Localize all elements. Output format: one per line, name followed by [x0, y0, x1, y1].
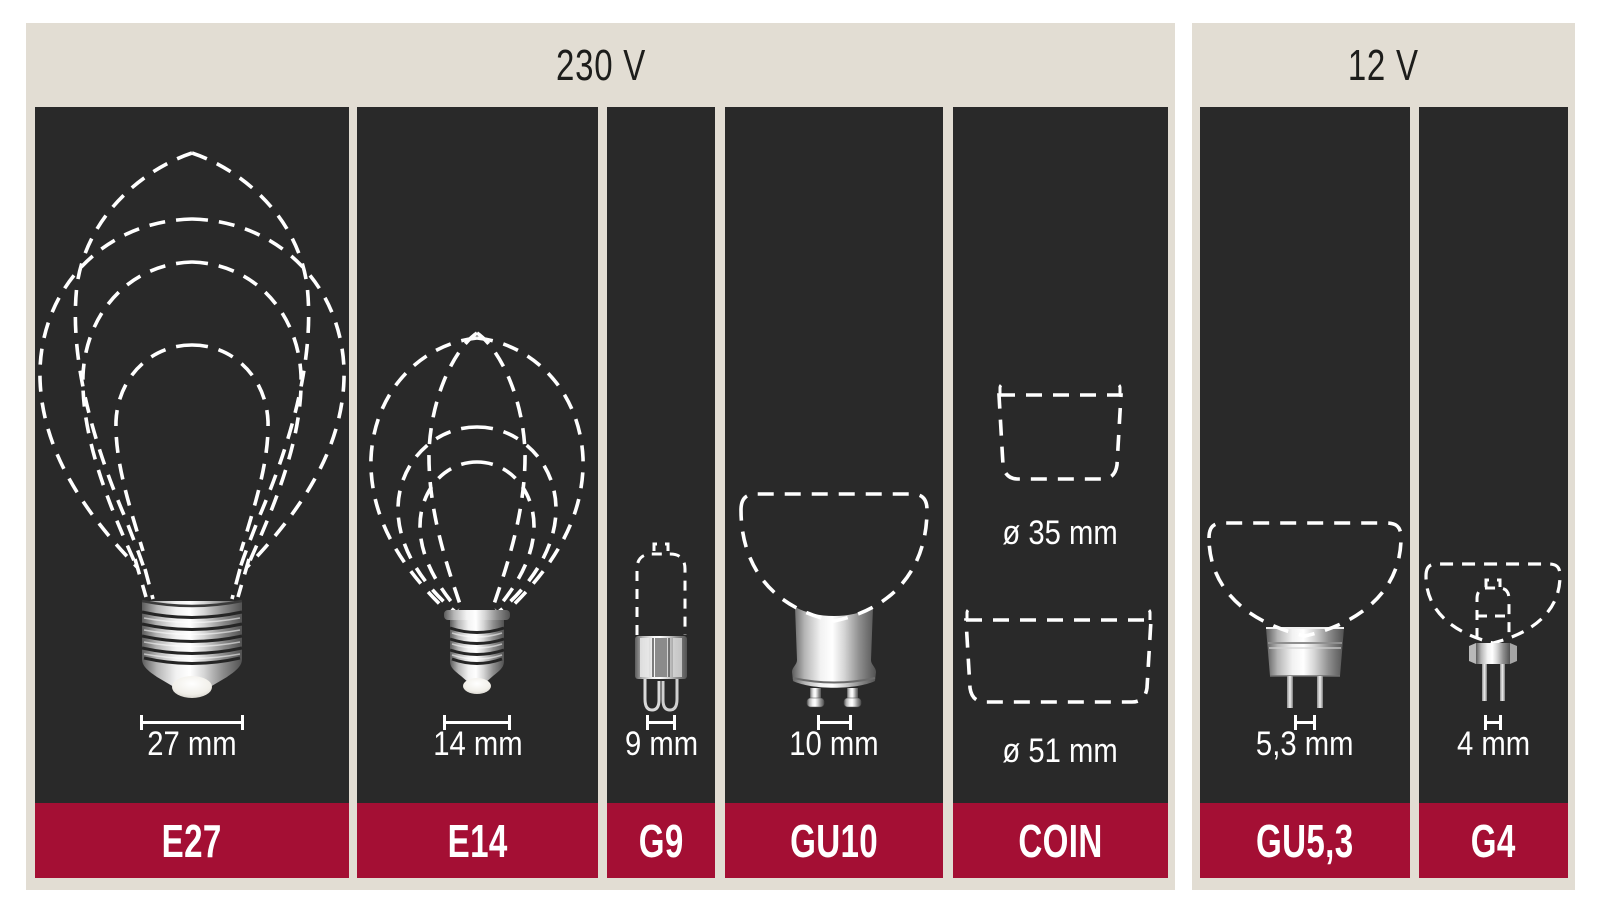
voltage-heading-230v-text: 230 V — [555, 41, 646, 90]
g4-diagram: 4 mm — [1419, 107, 1568, 803]
panel-230v: 230 V — [26, 23, 1175, 890]
coin-35mm-label: ø 35 mm — [1002, 514, 1119, 552]
column-gu53: 5,3 mm GU5,3 — [1200, 107, 1410, 878]
gu10-diagram: 10 mm — [725, 107, 943, 803]
coin-socket-name-banner: COIN — [953, 803, 1168, 878]
column-e27: 27 mm E27 — [35, 107, 349, 878]
column-g9: 9 mm G9 — [607, 107, 715, 878]
e27-measurement-label: 27 mm — [147, 725, 237, 763]
coin-diagram: ø 35 mm ø 51 mm — [953, 107, 1168, 803]
e27-socket-name-banner: E27 — [35, 803, 349, 878]
g4-bipin-base-illustration — [1424, 562, 1562, 701]
voltage-heading-12v: 12 V — [1192, 23, 1575, 109]
gu53-socket-name-banner: GU5,3 — [1200, 803, 1410, 878]
g4-measure-bracket — [1484, 715, 1502, 730]
e27-diagram: 27 mm — [35, 107, 349, 803]
gu10-socket-name-banner: GU10 — [725, 803, 943, 878]
coin-module-illustration — [964, 382, 1153, 704]
gu53-bipin-base-illustration — [1207, 521, 1403, 708]
g9-diagram: 9 mm — [607, 107, 715, 803]
gu10-twist-base-illustration — [739, 492, 929, 708]
g4-measurement-label: 4 mm — [1456, 725, 1531, 763]
g9-pin-base-illustration — [635, 542, 687, 712]
e14-diagram: 14 mm — [357, 107, 598, 803]
panel-12v: 12 V 5,3 mm — [1192, 23, 1575, 890]
e14-measure-bracket — [443, 715, 511, 730]
column-gu10: 10 mm GU10 — [725, 107, 943, 878]
gu53-measure-bracket — [1294, 715, 1316, 730]
gu53-measurement-label: 5,3 mm — [1256, 725, 1354, 763]
g9-measurement-label: 9 mm — [624, 725, 698, 763]
column-coin: ø 35 mm ø 51 mm COIN — [953, 107, 1168, 878]
column-g4: 4 mm G4 — [1419, 107, 1568, 878]
g4-socket-name-banner: G4 — [1419, 803, 1568, 878]
g9-socket-name-banner: G9 — [607, 803, 715, 878]
e27-measure-bracket — [140, 715, 244, 730]
g9-measure-bracket — [646, 715, 676, 730]
e14-socket-name-banner: E14 — [357, 803, 598, 878]
e27-screw-base-illustration — [38, 151, 346, 698]
gu10-measurement-label: 10 mm — [789, 725, 879, 763]
voltage-heading-230v: 230 V — [26, 23, 1175, 109]
e14-measurement-label: 14 mm — [432, 725, 523, 763]
gu53-diagram: 5,3 mm — [1200, 107, 1410, 803]
voltage-heading-12v-text: 12 V — [1348, 41, 1419, 90]
coin-51mm-label: ø 51 mm — [1002, 732, 1119, 770]
column-e14: 14 mm E14 — [357, 107, 598, 878]
gu10-measure-bracket — [817, 715, 852, 730]
e14-screw-base-illustration — [369, 331, 585, 694]
